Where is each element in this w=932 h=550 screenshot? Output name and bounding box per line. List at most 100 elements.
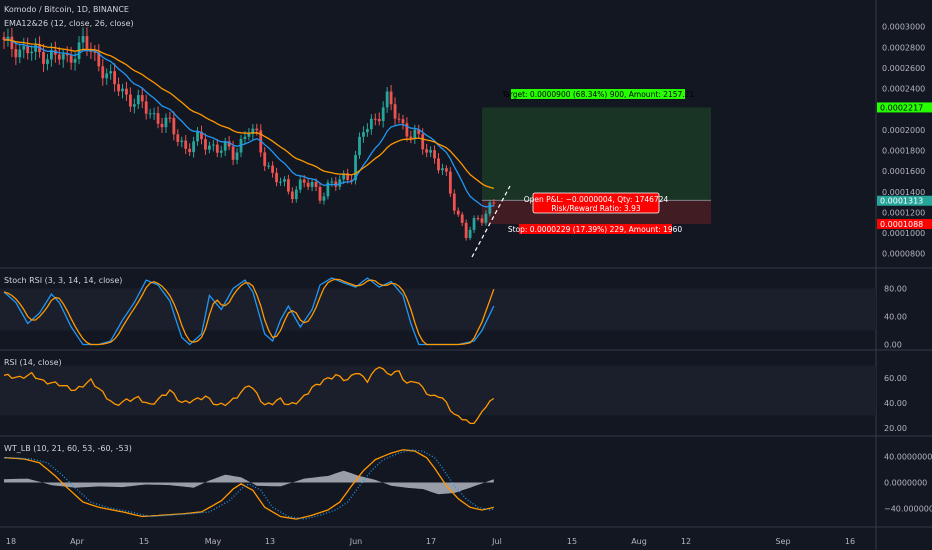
candle-body — [18, 49, 22, 58]
candle-body — [204, 139, 207, 150]
candle-body — [318, 186, 322, 201]
candle-body — [369, 118, 373, 130]
price-badge: 0.0002217 — [877, 102, 932, 113]
candle-body — [176, 134, 180, 142]
candle-body — [401, 119, 405, 124]
candle-body — [452, 193, 456, 211]
candle-body — [263, 152, 267, 166]
indicator-tick-label: 60.00 — [884, 374, 907, 383]
candle-body — [456, 210, 460, 215]
candle-body — [196, 131, 199, 142]
candle-body — [2, 37, 6, 41]
target-zone[interactable] — [482, 107, 711, 201]
rsi-pane[interactable]: RSI (14, close) — [0, 358, 876, 425]
candle-body — [294, 189, 298, 200]
candle-body — [30, 51, 34, 54]
candle-body — [101, 66, 105, 79]
candle-body — [50, 50, 53, 60]
price-badge-bg — [877, 195, 932, 206]
price-badge: 0.0001313 — [877, 195, 932, 206]
stoch-rsi-pane[interactable]: Stoch RSI (3, 3, 14, 14, close) — [0, 276, 876, 346]
candle-body — [314, 181, 318, 187]
rsi-line — [3, 366, 495, 425]
candle-body — [208, 145, 211, 150]
candle-body — [125, 88, 128, 95]
price-tick-label: 0.0001800 — [882, 146, 925, 155]
candle-body — [441, 168, 444, 171]
candle-body — [405, 123, 409, 137]
price-tick-label: 0.0001400 — [882, 188, 925, 197]
time-tick-label: 13 — [265, 537, 275, 546]
candle-body — [362, 132, 365, 137]
candle-body — [267, 165, 271, 167]
candle-body — [184, 140, 188, 149]
candle-body — [283, 179, 286, 182]
target-label: Target: 0.0000900 (68.34%) 900, Amount: … — [501, 90, 695, 99]
wavetrend-pane[interactable]: WT_LB (10, 21, 60, 53, -60, -53) — [3, 444, 494, 520]
candle-body — [160, 123, 164, 128]
wt-title: WT_LB (10, 21, 60, 53, -60, -53) — [4, 444, 132, 453]
time-tick-label: Jul — [491, 537, 502, 546]
candle-body — [397, 118, 401, 120]
time-tick-label: 18 — [6, 537, 16, 546]
stoch-band — [0, 288, 876, 331]
rsi-title: RSI (14, close) — [4, 358, 62, 367]
candle-body — [346, 173, 350, 180]
candle-body — [73, 59, 77, 63]
candle-body — [38, 44, 41, 53]
candle-body — [354, 155, 357, 181]
candle-body — [192, 141, 195, 153]
candle-body — [298, 179, 302, 190]
price-badge: 0.0001088 — [877, 218, 932, 229]
candle-body — [421, 134, 425, 150]
ema-indicator-title: EMA12&26 (12, close, 26, close) — [4, 19, 134, 28]
candle-body — [69, 55, 73, 63]
main-price-pane[interactable]: Komodo / Bitcoin, 1D, BINANCE EMA12&26 (… — [2, 5, 711, 258]
candle-body — [136, 95, 140, 105]
candle-body — [57, 54, 61, 60]
indicator-tick-label: 40.00 — [884, 399, 907, 408]
candle-body — [290, 191, 294, 200]
candle-body — [381, 107, 385, 122]
time-tick-label: Apr — [70, 537, 85, 546]
candle-body — [180, 140, 184, 142]
candle-body — [492, 202, 496, 204]
risk-reward-label: Risk/Reward Ratio: 3.93 — [551, 204, 640, 213]
indicator-tick-label: 40.0000000 — [884, 452, 932, 461]
candle-body — [148, 113, 152, 115]
indicator-tick-label: 0.00 — [884, 341, 902, 350]
candle-body — [231, 146, 235, 160]
indicator-tick-label: −40.0000000 — [884, 505, 932, 514]
indicator-tick-label: 40.00 — [884, 313, 907, 322]
candle-body — [156, 113, 160, 124]
price-tick-label: 0.0001600 — [882, 167, 925, 176]
price-tick-label: 0.0002400 — [882, 85, 925, 94]
candle-body — [172, 117, 176, 135]
candle-body — [219, 150, 223, 153]
candle-body — [168, 117, 172, 119]
candle-body — [330, 181, 334, 183]
candle-body — [227, 141, 231, 147]
price-tick-label: 0.0001000 — [882, 229, 925, 238]
price-axis[interactable]: 0.0003000 0.0002800 0.0002600 0.0002400 0.00… — [877, 23, 932, 514]
indicator-tick-label: 80.00 — [884, 285, 907, 294]
ema26-line — [3, 39, 494, 190]
price-tick-label: 0.0002000 — [882, 126, 925, 135]
candle-body — [413, 129, 417, 139]
stop-label: Stop: 0.0000229 (17.39%) 229, Amount: 19… — [508, 225, 683, 234]
candle-body — [247, 133, 251, 137]
time-axis[interactable]: 18 Apr 15 May 13 Jun 17 Jul 15 Aug 12 Sep 16 — [6, 537, 855, 546]
candle-body — [129, 94, 132, 107]
stoch-k-line — [3, 277, 495, 346]
candle-body — [393, 104, 397, 119]
candle-body — [140, 95, 144, 102]
candle-body — [425, 149, 429, 153]
candlestick-series — [2, 27, 496, 241]
price-tick-label: 0.0002600 — [882, 64, 925, 73]
candle-body — [251, 128, 255, 134]
candle-body — [164, 117, 168, 128]
wt1-line — [3, 449, 494, 520]
candle-body — [472, 218, 476, 230]
candle-body — [460, 214, 464, 223]
